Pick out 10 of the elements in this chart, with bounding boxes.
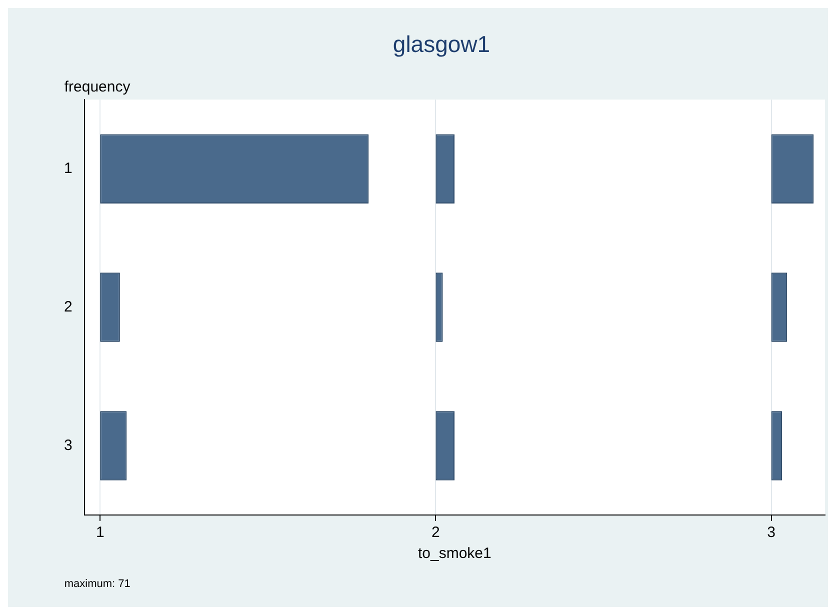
x-tick-label: 2 [432, 524, 440, 542]
x-tick-label: 1 [96, 524, 104, 542]
y-tick-label: 1 [64, 160, 72, 177]
y-tick-label: 2 [64, 298, 72, 316]
x-axis-title: to_smoke1 [418, 545, 492, 562]
x-tick-label: 3 [767, 524, 776, 542]
chart-title: glasgow1 [392, 31, 490, 58]
text: maximum: 71 [64, 578, 130, 590]
y-axis-title: frequency [64, 78, 131, 96]
y-tick-label: 3 [64, 436, 72, 454]
